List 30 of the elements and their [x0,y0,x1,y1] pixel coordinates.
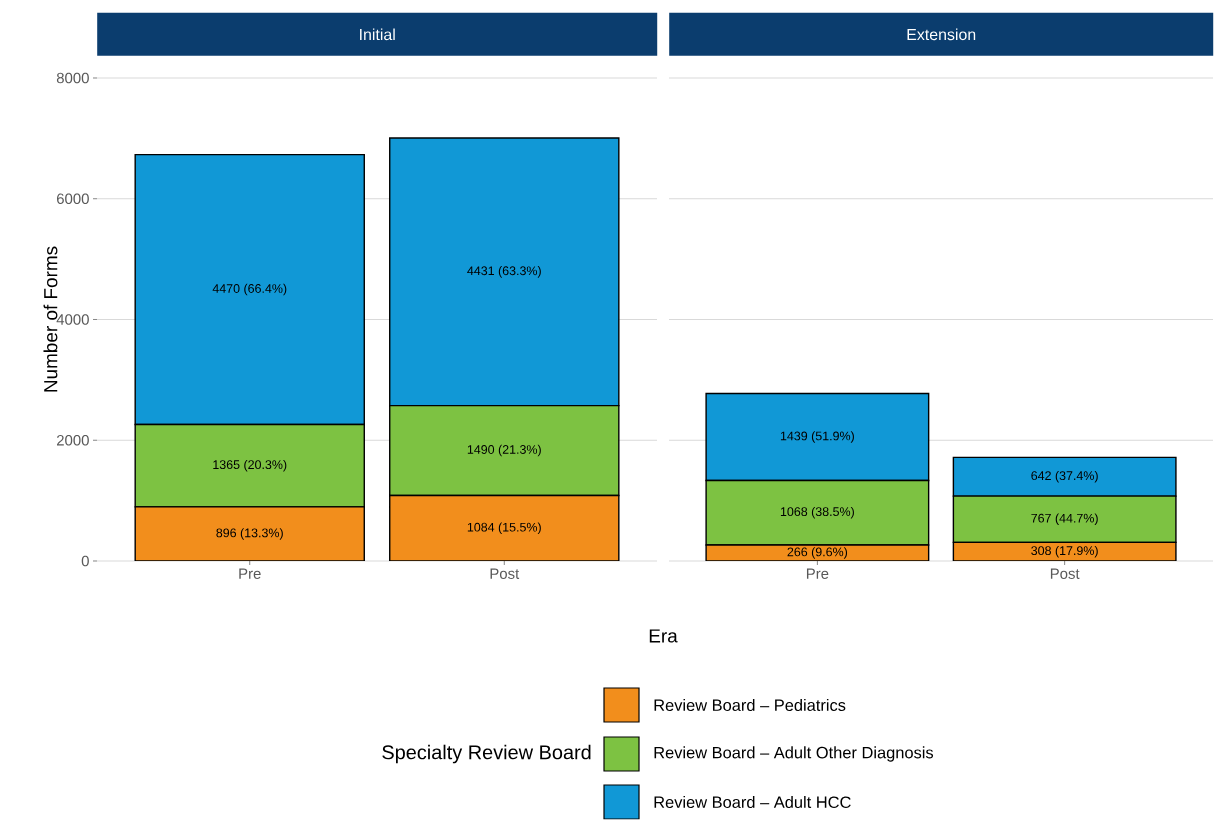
data-label: 308 (17.9%) [1031,546,1098,558]
x-tick-label: Pre [806,568,829,580]
legend-label: Review Board – Adult HCC [654,796,851,809]
data-label: 4431 (63.3%) [467,266,541,278]
data-label: 896 (13.3%) [216,528,283,540]
data-label: 1439 (51.9%) [780,431,854,444]
y-tick-label: 2000 [56,435,89,446]
legend-title: Specialty Review Board [382,744,591,764]
x-tick-label: Pre [239,568,261,580]
x-axis-title: Era [649,629,678,643]
chart-title: Extension [907,28,976,41]
data-label: 642 (37.4%) [1031,471,1098,483]
bar [134,506,365,562]
legend-label: Review Board – Pediatrics [654,699,846,712]
x-tick-label: Post [490,568,520,580]
y-tick-label: 6000 [57,193,89,205]
data-label: 4470 (66.4%) [212,283,287,296]
bar [389,495,620,562]
data-label: 1084 (15.5%) [467,522,541,535]
legend-label: Review Board – Adult Other Diagnosis [654,746,934,762]
y-tick-label: 8000 [56,72,89,84]
y-tick-label: 4000 [56,314,89,325]
y-tick-label: 0 [81,555,89,567]
data-label: 1068 (38.5%) [780,507,854,519]
data-label: 1365 (20.3%) [213,460,287,472]
x-tick-label: Post [1050,568,1080,580]
data-label: 767 (44.7%) [1031,513,1098,526]
data-label: 266 (9.6%) [787,547,848,559]
chart-title: Initial [360,28,395,41]
data-label: 1490 (21.3%) [467,444,541,457]
